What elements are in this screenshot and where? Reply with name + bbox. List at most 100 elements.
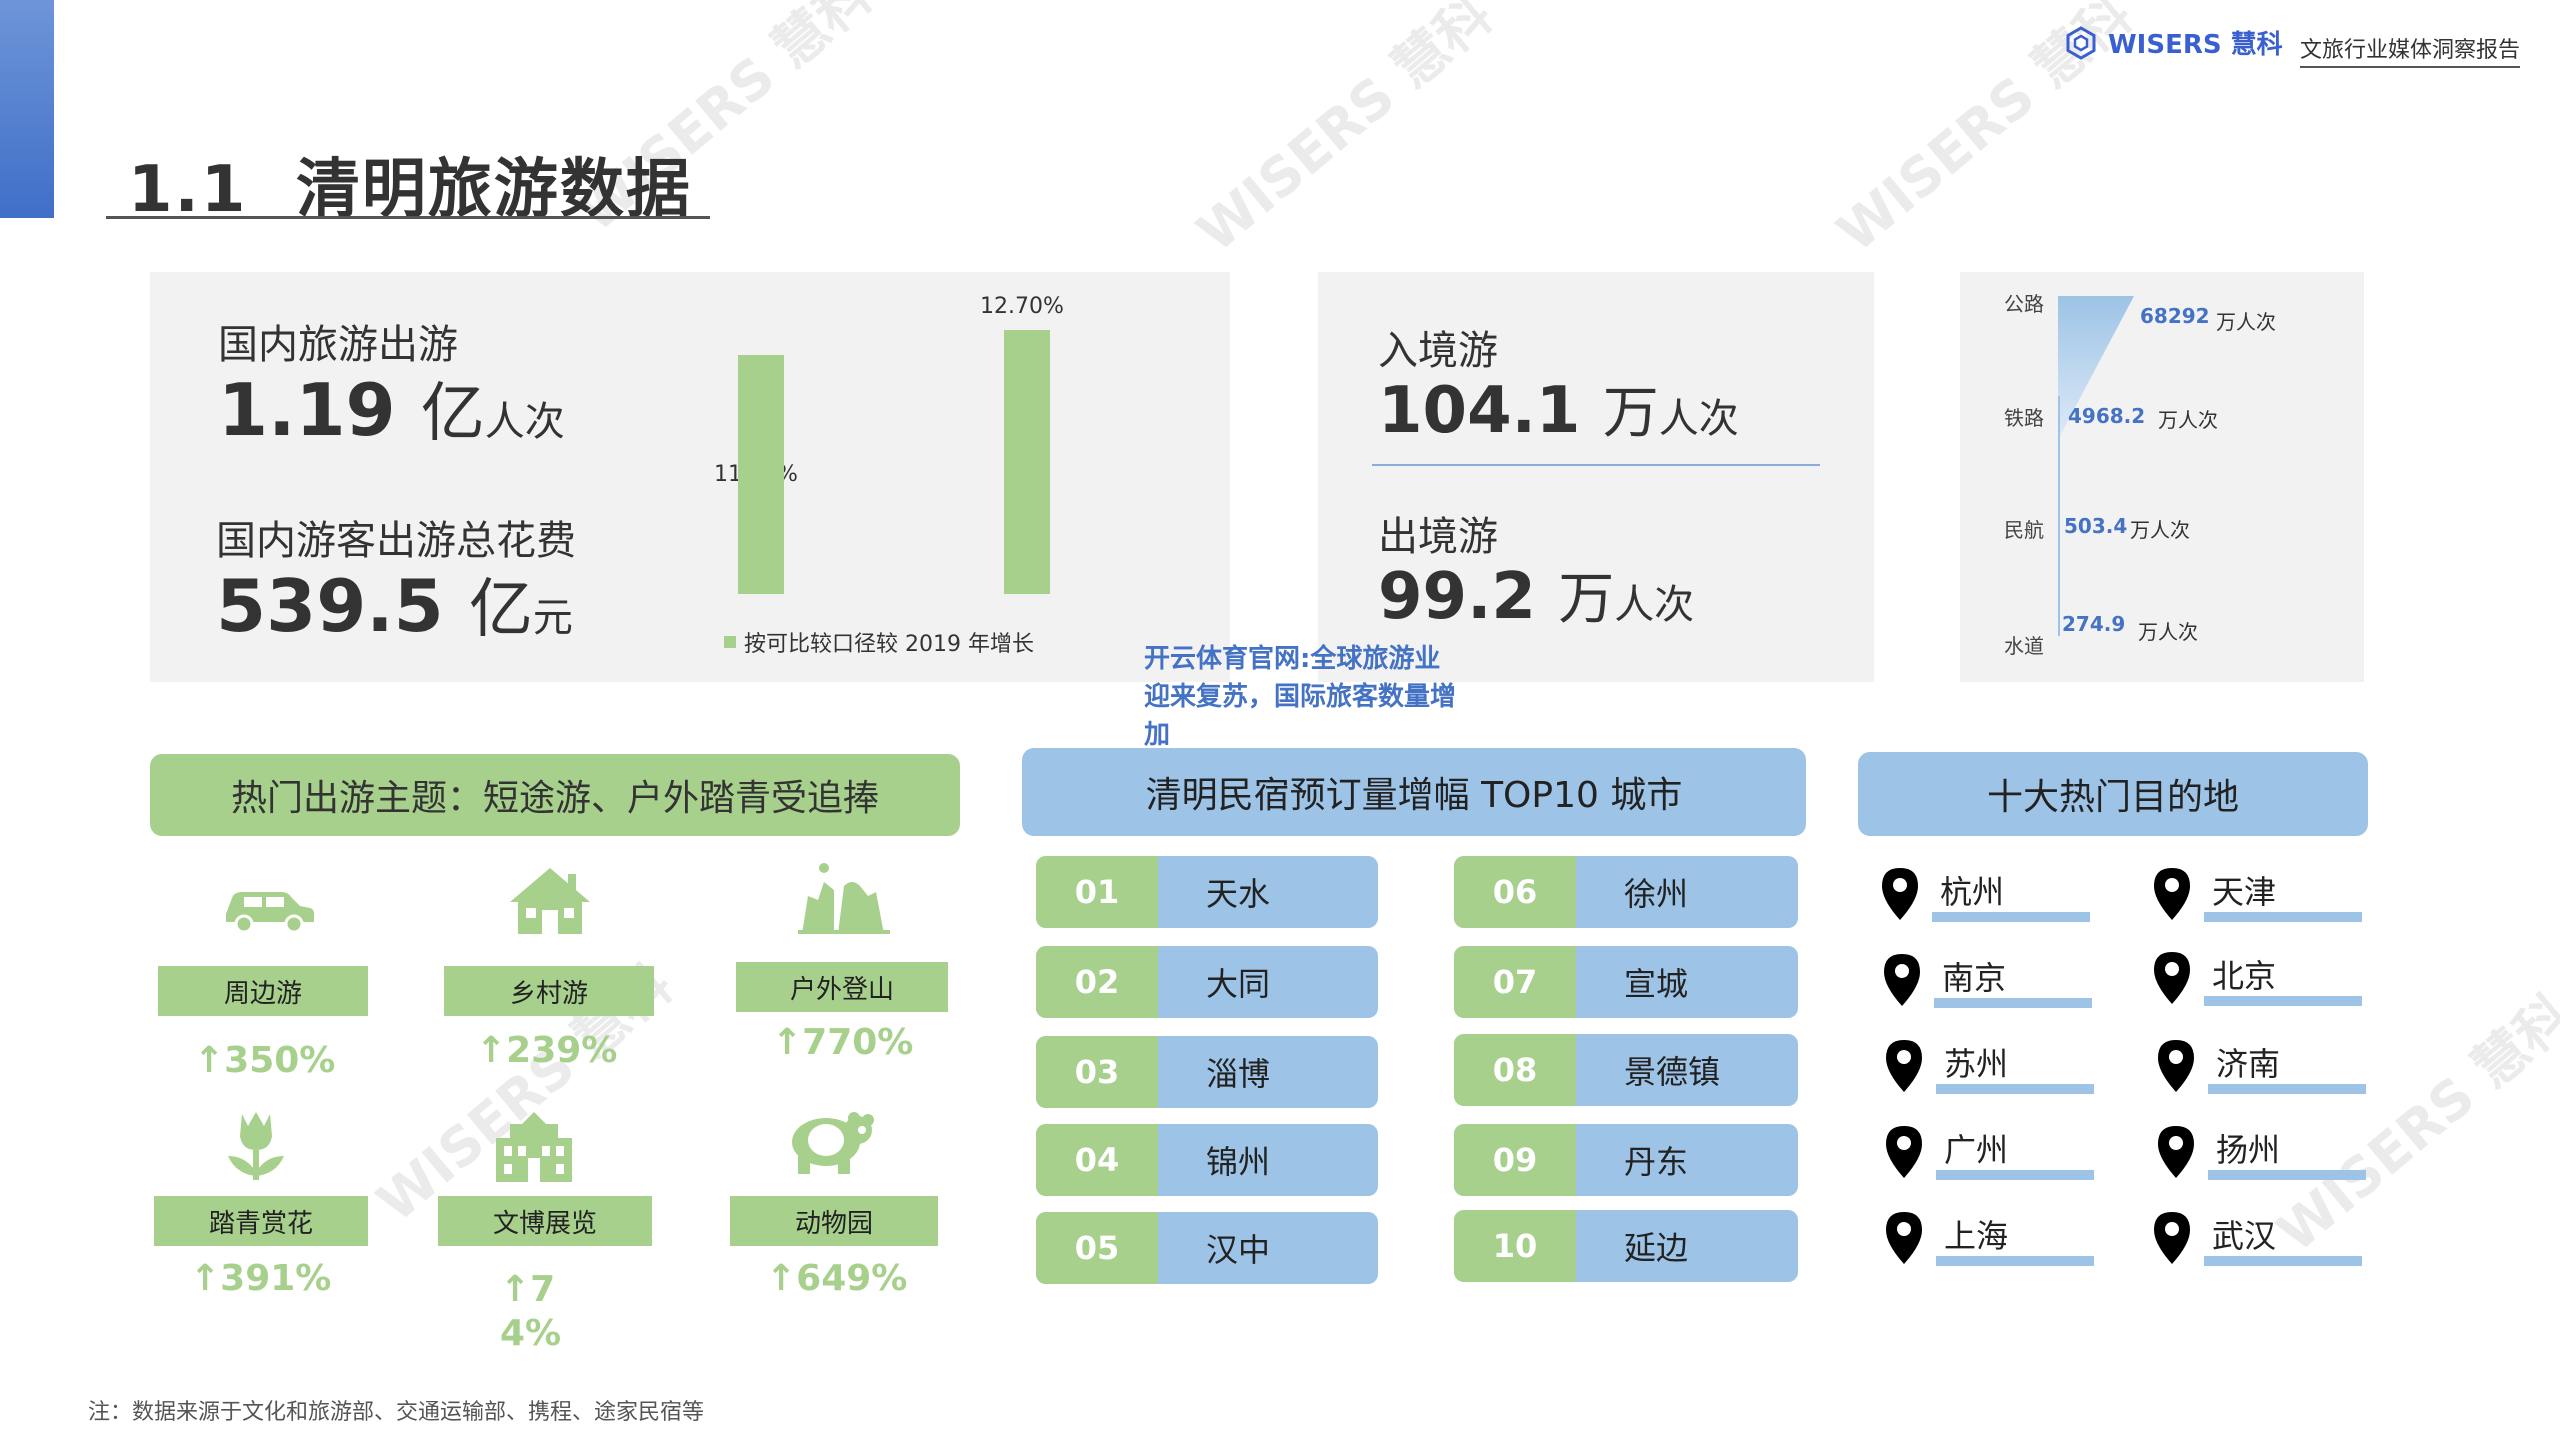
panda-icon: [792, 1112, 874, 1174]
transport-value-road: 68292: [2140, 304, 2210, 328]
city-rank: 05: [1036, 1212, 1158, 1284]
theme-label-hiking: 户外登山: [736, 962, 948, 1012]
map-pin-icon: [2158, 1126, 2194, 1178]
tulip-icon: [228, 1112, 284, 1180]
inbound-value: 104.1 万人次: [1378, 368, 1739, 449]
city-rank: 10: [1454, 1210, 1576, 1282]
brand-logo: WISERS 慧科: [2064, 24, 2283, 61]
destination-item: 北京: [2150, 950, 2362, 1006]
destination-item: 武汉: [2150, 1210, 2362, 1266]
destination-item: 南京: [1880, 952, 2092, 1008]
city-name: 汉中: [1206, 1231, 1271, 1269]
destination-name: 天津: [2204, 872, 2362, 922]
bar-label-2: 12.70%: [980, 294, 1064, 319]
city-row-07: 07 宣城: [1454, 946, 1798, 1018]
trips-unit-big: 亿: [420, 377, 485, 451]
section-title: 清明旅游数据: [295, 153, 692, 227]
transport-mode-rail: 铁路: [2004, 406, 2044, 430]
theme-pct-zoo: ↑649%: [766, 1258, 908, 1299]
transport-unit-rail: 万人次: [2158, 408, 2218, 432]
city-row-05: 05 汉中: [1036, 1212, 1378, 1284]
mountain-icon: [798, 863, 890, 934]
hexagon-logo-icon: [2066, 25, 2096, 60]
destination-item: 扬州: [2154, 1124, 2366, 1180]
transport-value-air: 503.4: [2064, 514, 2128, 538]
domestic-spend-label: 国内游客出游总花费: [216, 518, 576, 564]
city-row-06: 06 徐州: [1454, 856, 1798, 928]
city-row-01: 01 天水: [1036, 856, 1378, 928]
transport-value-rail: 4968.2: [2068, 404, 2146, 428]
theme-label-museum: 文博展览: [438, 1196, 652, 1246]
outbound-unit-small: 人次: [1614, 582, 1695, 628]
city-row-10: 10 延边: [1454, 1210, 1798, 1282]
city-name: 景德镇: [1624, 1053, 1721, 1091]
transport-mode-water: 水道: [2004, 634, 2044, 658]
theme-pct-museum: ↑74%: [500, 1269, 562, 1354]
map-pin-icon: [1886, 1126, 1922, 1178]
overlay-headline[interactable]: 开云体育官网:全球旅游业迎来复苏，国际旅客数量增加: [1144, 644, 1457, 750]
transport-value-water: 274.9: [2062, 612, 2126, 636]
destination-item: 上海: [1882, 1210, 2094, 1266]
destination-name: 杭州: [1932, 872, 2090, 922]
city-rank: 04: [1036, 1124, 1158, 1196]
theme-pct-nearby: ↑350%: [194, 1040, 336, 1081]
destination-name: 济南: [2208, 1044, 2366, 1094]
border-panel: [1318, 272, 1874, 682]
map-pin-icon: [1886, 1212, 1922, 1264]
theme-pct-rural: ↑239%: [476, 1030, 618, 1071]
city-row-08: 08 景德镇: [1454, 1034, 1798, 1106]
destination-item: 苏州: [1882, 1038, 2094, 1094]
transport-unit-water: 万人次: [2138, 620, 2198, 644]
destination-name: 南京: [1934, 958, 2092, 1008]
city-name: 大同: [1206, 965, 1271, 1003]
destination-name: 上海: [1936, 1216, 2094, 1266]
city-rank: 07: [1454, 946, 1576, 1018]
title-rule: [106, 216, 710, 219]
inbound-number: 104.1: [1378, 374, 1581, 448]
destination-item: 天津: [2150, 866, 2362, 922]
destination-name: 北京: [2204, 956, 2362, 1006]
transport-mode-air: 民航: [2004, 518, 2044, 542]
destination-item: 广州: [1882, 1124, 2094, 1180]
map-pin-icon: [2154, 868, 2190, 920]
source-note: 注：数据来源于文化和旅游部、交通运输部、携程、途家民宿等: [88, 1400, 705, 1425]
city-name: 淄博: [1206, 1055, 1271, 1093]
city-row-04: 04 锦州: [1036, 1124, 1378, 1196]
outbound-number: 99.2: [1378, 560, 1536, 634]
growth-bar-2: [1004, 330, 1050, 594]
report-subtitle: 文旅行业媒体洞察报告: [2300, 32, 2521, 68]
legend-label: 按可比较口径较 2019 年增长: [744, 632, 1034, 657]
theme-label-flowers: 踏青赏花: [154, 1196, 368, 1246]
city-rank: 01: [1036, 856, 1158, 928]
chart-legend: 按可比较口径较 2019 年增长: [724, 626, 1034, 658]
destination-name: 武汉: [2204, 1216, 2362, 1266]
outbound-label: 出境游: [1378, 514, 1498, 560]
domestic-panel: [150, 272, 1230, 682]
transport-funnel: [2058, 296, 2134, 636]
domestic-spend-value: 539.5 亿元: [216, 558, 573, 650]
city-row-02: 02 大同: [1036, 946, 1378, 1018]
outbound-unit-big: 万: [1558, 567, 1615, 632]
growth-bar-1: [738, 355, 784, 594]
outbound-value: 99.2 万人次: [1378, 554, 1694, 635]
city-name: 丹东: [1624, 1143, 1689, 1181]
car-icon: [226, 892, 314, 934]
inbound-label: 入境游: [1378, 328, 1498, 374]
city-name: 天水: [1206, 875, 1271, 913]
city-name: 锦州: [1206, 1143, 1271, 1181]
map-pin-icon: [2158, 1040, 2194, 1092]
trips-number: 1.19: [218, 368, 396, 452]
trips-unit-small: 人次: [484, 399, 565, 445]
city-row-03: 03 淄博: [1036, 1036, 1378, 1108]
theme-label-nearby: 周边游: [158, 966, 368, 1016]
transport-unit-air: 万人次: [2130, 518, 2190, 542]
city-rank: 03: [1036, 1036, 1158, 1108]
domestic-trips-value: 1.19 亿人次: [218, 362, 565, 454]
accent-bar: [0, 0, 54, 218]
destination-name: 扬州: [2208, 1130, 2366, 1180]
theme-label-zoo: 动物园: [730, 1196, 938, 1246]
city-row-09: 09 丹东: [1454, 1124, 1798, 1196]
city-rank: 09: [1454, 1124, 1576, 1196]
destination-name: 广州: [1936, 1130, 2094, 1180]
destination-item: 杭州: [1878, 866, 2090, 922]
